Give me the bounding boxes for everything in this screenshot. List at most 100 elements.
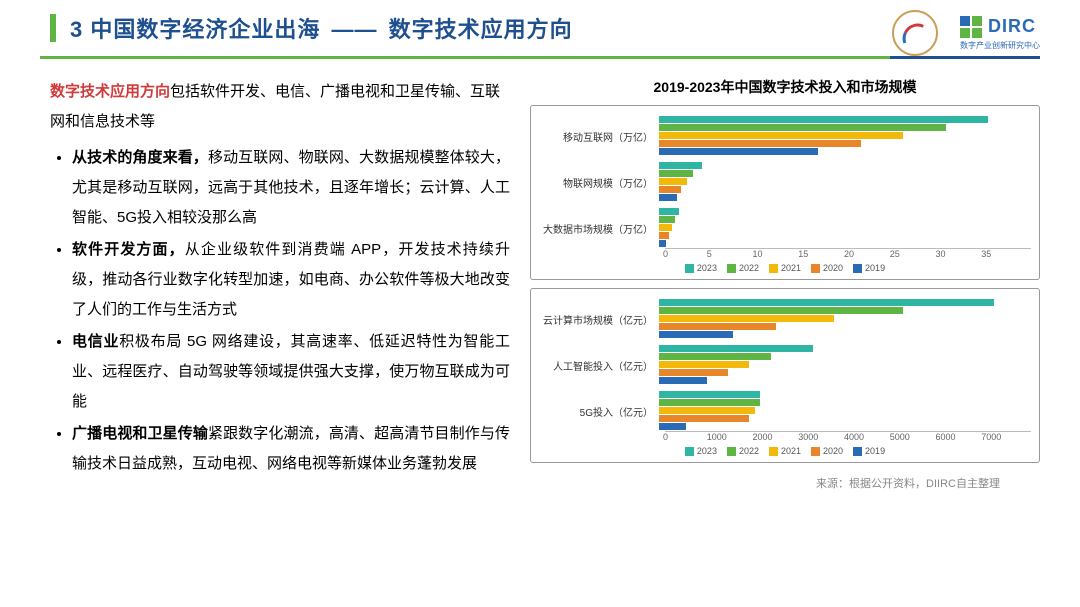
bullet-bold: 从技术的角度来看， xyxy=(72,149,208,166)
legend-label: 2020 xyxy=(823,446,843,456)
legend-label: 2023 xyxy=(697,446,717,456)
chart-bar xyxy=(659,299,994,306)
dirc-square-icon xyxy=(960,16,982,38)
chart-row-label: 云计算市场规模（亿元） xyxy=(539,312,659,327)
chart-1-axis: 05101520253035 xyxy=(665,248,1031,259)
bullet-item: 从技术的角度来看，移动互联网、物联网、大数据规模整体较大，尤其是移动互联网，远高… xyxy=(72,143,510,233)
legend-swatch xyxy=(727,447,736,456)
axis-tick: 0 xyxy=(663,249,709,259)
chart-bar-group xyxy=(659,116,1031,156)
axis-tick: 3000 xyxy=(798,432,844,442)
axis-tick: 5 xyxy=(707,249,753,259)
bullet-bold: 电信业 xyxy=(72,333,119,350)
legend-swatch xyxy=(727,264,736,273)
legend-label: 2022 xyxy=(739,263,759,273)
chart-bar xyxy=(659,407,755,414)
chart-bar xyxy=(659,132,903,139)
dirc-subtitle: 数字产业创新研究中心 xyxy=(960,40,1040,51)
chart-row: 人工智能投入（亿元） xyxy=(539,345,1031,385)
legend-label: 2022 xyxy=(739,446,759,456)
chart-bar xyxy=(659,162,702,169)
legend-item: 2019 xyxy=(853,263,885,273)
logo-area: DIRC 数字产业创新研究中心 xyxy=(892,10,1040,56)
chart-bar xyxy=(659,345,813,352)
chart-row-label: 移动互联网（万亿） xyxy=(539,129,659,144)
chart-bar xyxy=(659,323,776,330)
chart-bar xyxy=(659,307,903,314)
chart-row: 云计算市场规模（亿元） xyxy=(539,299,1031,339)
chart-bar xyxy=(659,240,666,247)
legend-swatch xyxy=(769,447,778,456)
chart-row: 大数据市场规模（万亿） xyxy=(539,208,1031,248)
axis-tick: 5000 xyxy=(890,432,936,442)
chart-bar xyxy=(659,124,946,131)
bullet-item: 软件开发方面，从企业级软件到消费端 APP，开发技术持续升级，推动各行业数字化转… xyxy=(72,235,510,325)
legend-swatch xyxy=(853,264,862,273)
chart-bar xyxy=(659,116,988,123)
chart-bar xyxy=(659,361,749,368)
legend-item: 2021 xyxy=(769,263,801,273)
chart-bar xyxy=(659,216,675,223)
chart-bar xyxy=(659,377,707,384)
chart-bar xyxy=(659,415,749,422)
bullet-item: 电信业积极布局 5G 网络建设，其高速率、低延迟特性为智能工业、远程医疗、自动驾… xyxy=(72,327,510,417)
section-number: 3 xyxy=(70,17,83,42)
chart-bar xyxy=(659,399,760,406)
axis-tick: 15 xyxy=(798,249,844,259)
chart-row-label: 物联网规模（万亿） xyxy=(539,175,659,190)
legend-item: 2019 xyxy=(853,446,885,456)
chart-1: 移动互联网（万亿） 物联网规模（万亿） 大数据市场规模（万亿） 0510152025… xyxy=(530,105,1040,280)
chart-bar-group xyxy=(659,391,1031,431)
axis-tick: 10 xyxy=(753,249,799,259)
chart-main-title: 2019-2023年中国数字技术投入和市场规模 xyxy=(530,77,1040,97)
chart-bar xyxy=(659,232,669,239)
slide-title: 3 中国数字经济企业出海 —— 数字技术应用方向 xyxy=(70,12,573,44)
source-note: 来源：根据公开资料，DIIRC自主整理 xyxy=(530,471,1040,491)
axis-tick: 2000 xyxy=(753,432,799,442)
chart-bar xyxy=(659,170,693,177)
title-dash: —— xyxy=(332,17,378,42)
axis-tick: 7000 xyxy=(981,432,1027,442)
legend-swatch xyxy=(811,447,820,456)
title-accent-bar xyxy=(50,14,56,42)
axis-tick: 6000 xyxy=(936,432,982,442)
legend-item: 2023 xyxy=(685,263,717,273)
legend-item: 2020 xyxy=(811,263,843,273)
legend-label: 2023 xyxy=(697,263,717,273)
chart-bar-group xyxy=(659,345,1031,385)
text-column: 数字技术应用方向包括软件开发、电信、广播电视和卫星传输、互联网和信息技术等 从技… xyxy=(50,77,510,491)
legend-item: 2023 xyxy=(685,446,717,456)
chart-row-label: 5G投入（亿元） xyxy=(539,404,659,419)
axis-tick: 30 xyxy=(936,249,982,259)
bullet-bold: 软件开发方面， xyxy=(72,241,185,258)
chart-row: 移动互联网（万亿） xyxy=(539,116,1031,156)
legend-swatch xyxy=(811,264,820,273)
chart-bar xyxy=(659,208,679,215)
axis-tick: 35 xyxy=(981,249,1027,259)
legend-swatch xyxy=(769,264,778,273)
legend-swatch xyxy=(853,447,862,456)
legend-swatch xyxy=(685,447,694,456)
chart-row-label: 人工智能投入（亿元） xyxy=(539,358,659,373)
legend-item: 2022 xyxy=(727,263,759,273)
chart-bar xyxy=(659,186,681,193)
axis-tick: 25 xyxy=(890,249,936,259)
org-seal-icon xyxy=(892,10,938,56)
chart-bar-group xyxy=(659,162,1031,202)
bullet-item: 广播电视和卫星传输紧跟数字化潮流，高清、超高清节目制作与传输技术日益成熟，互动电… xyxy=(72,419,510,479)
bullet-bold: 广播电视和卫星传输 xyxy=(72,425,208,442)
chart-column: 2019-2023年中国数字技术投入和市场规模 移动互联网（万亿） 物联网规模（万… xyxy=(530,77,1040,491)
slide-content: 数字技术应用方向包括软件开发、电信、广播电视和卫星传输、互联网和信息技术等 从技… xyxy=(0,59,1080,491)
axis-tick: 0 xyxy=(663,432,709,442)
legend-label: 2019 xyxy=(865,263,885,273)
axis-tick: 1000 xyxy=(707,432,753,442)
title-part-a: 中国数字经济企业出海 xyxy=(90,17,320,42)
legend-label: 2021 xyxy=(781,263,801,273)
legend-label: 2021 xyxy=(781,446,801,456)
intro-paragraph: 数字技术应用方向包括软件开发、电信、广播电视和卫星传输、互联网和信息技术等 xyxy=(50,77,510,137)
chart-1-legend: 2023 2022 2021 2020 2019 xyxy=(539,263,1031,273)
chart-bar xyxy=(659,331,733,338)
axis-tick: 20 xyxy=(844,249,890,259)
chart-bar xyxy=(659,194,677,201)
chart-row-label: 大数据市场规模（万亿） xyxy=(539,221,659,236)
